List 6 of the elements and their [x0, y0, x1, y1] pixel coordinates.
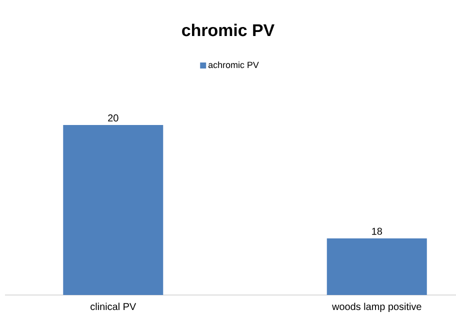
- data-label: 18: [372, 228, 382, 235]
- data-label: 20: [108, 114, 118, 122]
- chart-title: chromic PV: [182, 24, 274, 36]
- legend-label: achromic PV: [208, 62, 259, 68]
- x-tick-label: clinical PV: [90, 302, 136, 310]
- x-tick-label: woods lamp positive: [332, 302, 422, 312]
